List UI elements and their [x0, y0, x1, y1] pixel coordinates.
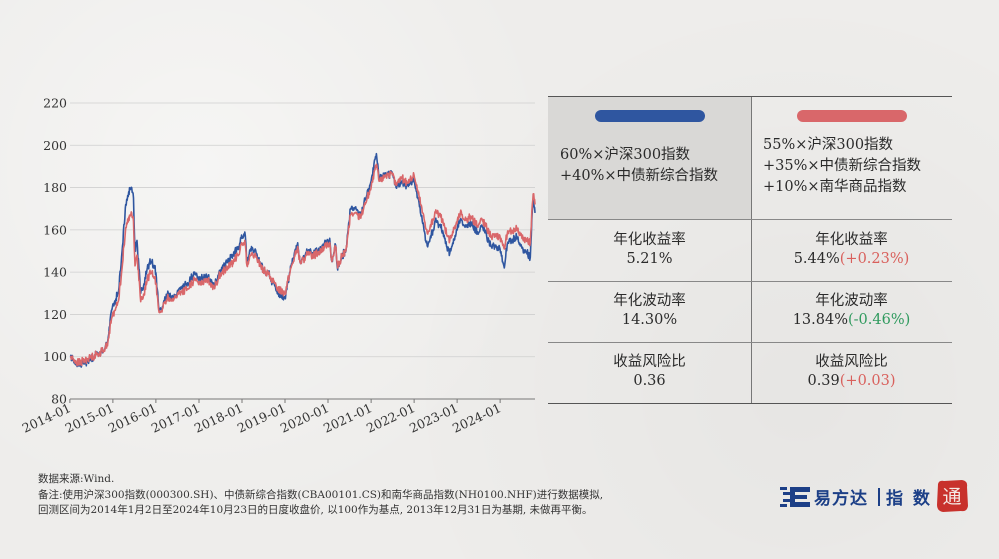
chart-gridlines: [70, 102, 535, 400]
portfolio-b-line-2: +35%×中债新综合指数: [763, 158, 922, 174]
x-axis-ticks: 2014-012015-012016-012017-012018-012019-…: [20, 399, 503, 436]
metric-value: 5.21%: [626, 251, 673, 267]
x-tick-label: 2021-01: [321, 400, 374, 436]
brand-name: 易方达: [814, 489, 868, 509]
y-tick-label: 120: [43, 307, 67, 322]
y-tick-label: 140: [43, 265, 67, 280]
portfolio-a-column: 60%×沪深300指数 +40%×中债新综合指数 年化收益率 5.21% 年化波…: [548, 97, 752, 403]
metric-delta: (+0.23%): [839, 251, 910, 267]
x-tick-label: 2017-01: [149, 400, 202, 436]
metric-label: 收益风险比: [815, 354, 888, 370]
seal-stamp-icon: 通: [937, 480, 968, 512]
data-source-note: 数据来源:Wind.: [38, 473, 115, 485]
y-tick-label: 180: [43, 180, 67, 195]
portfolio-a-ratio: 收益风险比 0.36: [548, 342, 751, 403]
x-tick-label: 2015-01: [63, 400, 116, 436]
metric-delta: (+0.03): [839, 373, 896, 389]
x-tick-label: 2014-01: [20, 400, 73, 436]
metric-value: 5.44%(+0.23%): [793, 251, 910, 267]
metric-label: 年化波动率: [613, 293, 686, 309]
seal-text: 通: [942, 486, 961, 508]
chart-series: [69, 152, 536, 368]
footnotes: 数据来源:Wind. 备注:使用沪深300指数(000300.SH)、中债新综合…: [38, 472, 603, 519]
y-tick-label: 200: [43, 138, 67, 153]
x-tick-label: 2022-01: [364, 400, 417, 436]
metric-label: 年化波动率: [815, 293, 888, 309]
remark-note-1: 备注:使用沪深300指数(000300.SH)、中债新综合指数(CBA00101…: [38, 488, 604, 501]
portfolio-a-line-2: +40%×中债新综合指数: [560, 168, 719, 184]
y-tick-label: 220: [43, 96, 67, 111]
x-tick-label: 2024-01: [450, 400, 503, 436]
series-line-portfolio-b: [69, 163, 536, 367]
portfolio-b-volatility: 年化波动率 13.84%(-0.46%): [751, 281, 952, 343]
portfolio-b-header: 55%×沪深300指数 +35%×中债新综合指数 +10%×南华商品指数: [751, 97, 952, 220]
x-tick-label: 2020-01: [278, 400, 331, 436]
portfolio-b-line-1: 55%×沪深300指数: [763, 137, 894, 153]
x-tick-label: 2023-01: [407, 400, 460, 436]
portfolio-b-ratio: 收益风险比 0.39(+0.03): [751, 342, 952, 403]
x-tick-label: 2019-01: [235, 400, 288, 436]
portfolio-b-column: 55%×沪深300指数 +35%×中债新综合指数 +10%×南华商品指数 年化收…: [751, 97, 952, 403]
metric-delta: (-0.46%): [848, 312, 911, 328]
metric-label: 收益风险比: [613, 354, 686, 370]
y-tick-label: 160: [43, 222, 67, 237]
remark-note-2: 回测区间为2014年1月2日至2024年10月23日的日度收盘价, 以100作为…: [38, 504, 593, 516]
efund-logo-icon: [780, 487, 810, 507]
portfolio-b-line-3: +10%×南华商品指数: [763, 179, 907, 195]
portfolio-b-return: 年化收益率 5.44%(+0.23%): [751, 220, 952, 282]
portfolio-a-header: 60%×沪深300指数 +40%×中债新综合指数: [548, 97, 751, 220]
portfolio-a-volatility: 年化波动率 14.30%: [548, 281, 751, 343]
x-tick-label: 2018-01: [192, 400, 245, 436]
brand-subtitle: 指 数: [886, 489, 932, 509]
metric-value: 0.39(+0.03): [807, 373, 896, 389]
portfolio-b-color-pill: [797, 110, 907, 122]
portfolio-a-color-pill: [595, 110, 705, 122]
metric-label: 年化收益率: [815, 232, 888, 248]
metric-value: 14.30%: [621, 312, 678, 328]
y-axis-ticks: 80 100 120 140 160 180 200 220: [43, 96, 67, 407]
brand-divider: [878, 488, 880, 506]
metric-label: 年化收益率: [613, 232, 686, 248]
metric-value: 13.84%(-0.46%): [792, 312, 911, 328]
metric-value: 0.36: [633, 373, 666, 389]
comparison-table: 60%×沪深300指数 +40%×中债新综合指数 年化收益率 5.21% 年化波…: [548, 96, 952, 404]
x-tick-label: 2016-01: [106, 400, 159, 436]
y-tick-label: 100: [43, 349, 67, 364]
portfolio-a-return: 年化收益率 5.21%: [548, 220, 751, 282]
y-tick-label: 80: [51, 392, 67, 407]
portfolio-a-line-1: 60%×沪深300指数: [560, 147, 691, 163]
brand-logo: 易方达 指 数 通: [780, 480, 980, 520]
